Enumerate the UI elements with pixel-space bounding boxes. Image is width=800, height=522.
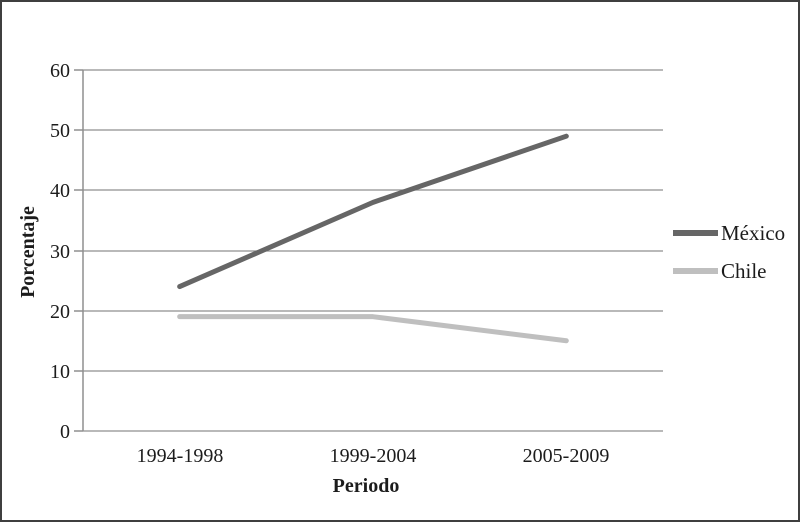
y-tick-label-50: 50	[50, 120, 70, 142]
legend-label-chile: Chile	[721, 259, 767, 283]
series-lines	[177, 133, 569, 344]
y-axis	[74, 69, 84, 432]
x-category-label-3: 2005-2009	[523, 445, 610, 467]
gridlines	[83, 69, 663, 432]
x-category-label-1: 1994-1998	[137, 445, 224, 467]
y-tick-label-40: 40	[50, 180, 70, 202]
y-tick-label-60: 60	[50, 60, 70, 82]
x-category-labels: 1994-1998 1999-2004 2005-2009	[137, 445, 610, 467]
y-axis-title: Porcentaje	[17, 206, 39, 298]
legend: México Chile	[673, 221, 785, 283]
y-tick-label-0: 0	[60, 421, 70, 443]
series-line-mexico	[177, 133, 569, 290]
series-line-chile	[177, 314, 569, 344]
legend-label-mexico: México	[721, 221, 785, 245]
y-tick-label-30: 30	[50, 241, 70, 263]
y-tick-label-10: 10	[50, 361, 70, 383]
x-category-label-2: 1999-2004	[330, 445, 417, 467]
y-tick-label-20: 20	[50, 301, 70, 323]
y-tick-labels: 60 50 40 30 20 10 0	[50, 60, 70, 443]
x-axis-title: Periodo	[333, 475, 400, 497]
